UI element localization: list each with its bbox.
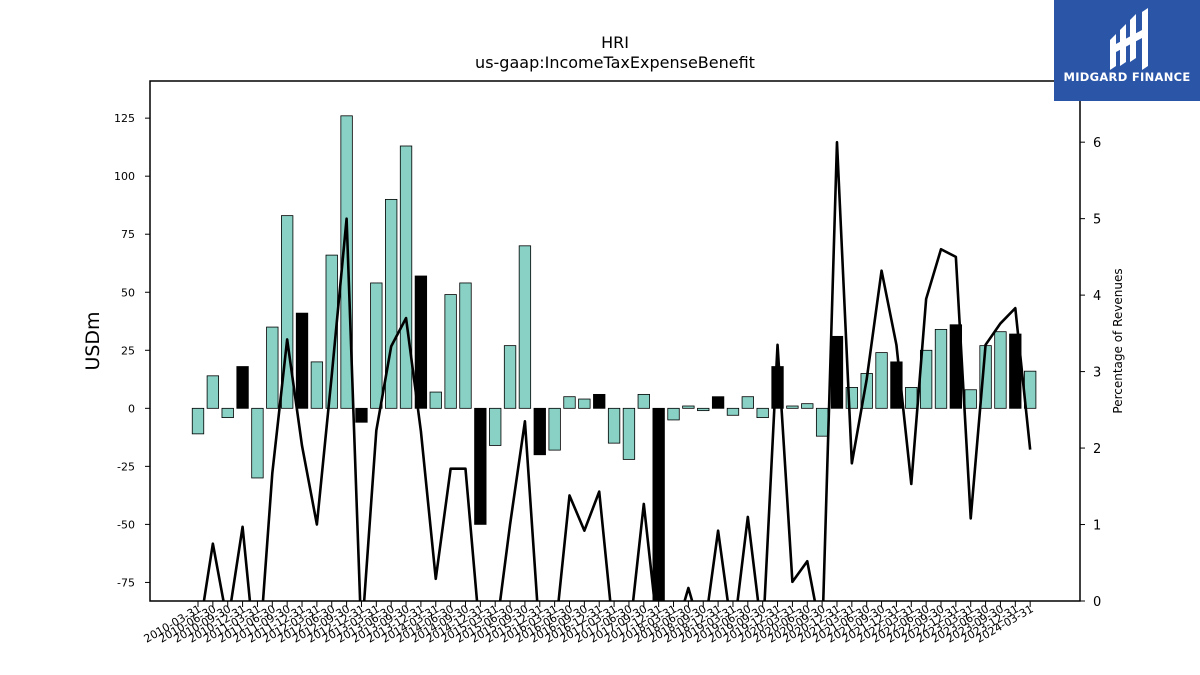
- bar-2014-03-31: [429, 391, 442, 409]
- bar-2010-09-30: [221, 407, 234, 419]
- bar-2012-09-30: [340, 115, 353, 409]
- bar-2020-06-30: [801, 403, 814, 409]
- y-tick-label: 100: [114, 170, 135, 183]
- bar-2013-12-31: [414, 275, 428, 409]
- y2-tick-label: 3: [1093, 366, 1101, 381]
- y2-tick-label: 0: [1093, 595, 1101, 610]
- y-tick-label: 0: [128, 402, 135, 415]
- bar-2021-09-30: [875, 352, 888, 409]
- y-tick-label: -25: [117, 460, 135, 473]
- logo-mark-icon: [1110, 8, 1148, 70]
- bar-2017-03-31: [607, 407, 621, 444]
- bar-2017-09-30: [637, 393, 650, 409]
- bar-2014-12-31: [474, 407, 487, 525]
- y2-axis-label: Percentage of Revenues: [1111, 268, 1125, 413]
- bar-2012-03-31: [310, 361, 324, 409]
- bar-2016-12-31: [593, 393, 606, 409]
- y2-tick-label: 4: [1093, 289, 1101, 304]
- bar-2020-09-30: [815, 407, 829, 437]
- brand-name: MIDGARD FINANCE: [1063, 70, 1191, 84]
- y-tick-label: 75: [121, 228, 135, 241]
- bar-2020-03-31: [786, 405, 799, 409]
- bar-2014-09-30: [459, 282, 472, 409]
- y-axis-label: USDm: [82, 311, 104, 370]
- chart-subtitle: us-gaap:IncomeTaxExpenseBenefit: [475, 53, 755, 72]
- bar-2010-12-31: [236, 366, 249, 409]
- bar-2022-03-31: [905, 387, 918, 409]
- bar-2016-06-30: [563, 396, 576, 409]
- bar-2018-12-31: [711, 396, 725, 409]
- y-tick-label: 125: [114, 112, 135, 125]
- bar-2011-03-31: [251, 407, 264, 479]
- bar-2019-03-31: [726, 407, 740, 416]
- bar-2023-09-30: [994, 331, 1007, 409]
- bar-2011-06-30: [266, 326, 279, 409]
- bar-2011-09-30: [281, 215, 294, 409]
- y-tick-label: 25: [121, 344, 135, 357]
- bar-2016-03-31: [548, 407, 561, 451]
- bar-2019-09-30: [756, 407, 769, 419]
- bar-2018-03-31: [667, 407, 680, 421]
- bar-2020-12-31: [830, 335, 844, 409]
- bar-2016-09-30: [578, 398, 591, 409]
- bar-2013-06-30: [385, 198, 398, 409]
- y-tick-label: -50: [117, 518, 135, 531]
- bar-2017-06-30: [622, 407, 636, 460]
- bar-2010-03-31: [191, 407, 205, 435]
- y2-tick-label: 6: [1093, 136, 1101, 151]
- bar-2010-06-30: [206, 375, 220, 409]
- bar-2023-03-31: [964, 389, 977, 409]
- y2-tick-label: 1: [1093, 519, 1101, 534]
- bar-2014-06-30: [444, 294, 457, 409]
- chart-title: HRI: [601, 33, 629, 52]
- bar-2018-09-30: [697, 407, 710, 412]
- bar-2015-06-30: [503, 345, 517, 409]
- bar-2013-03-31: [370, 282, 383, 409]
- bar-2018-06-30: [682, 405, 695, 409]
- bar-2021-03-31: [845, 387, 858, 409]
- bar-2011-12-31: [295, 312, 309, 409]
- bar-2019-06-30: [741, 396, 754, 409]
- bar-2015-09-30: [518, 245, 532, 409]
- bar-2013-09-30: [399, 145, 413, 409]
- y-tick-label: 50: [121, 286, 135, 299]
- bar-2017-12-31: [652, 407, 665, 601]
- plot-frame: [149, 80, 1081, 602]
- brand-logo: MIDGARD FINANCE: [1054, 0, 1200, 101]
- bar-2022-09-30: [934, 328, 948, 409]
- bar-2012-12-31: [355, 407, 368, 423]
- y2-tick-label: 2: [1093, 442, 1101, 457]
- bar-2015-12-31: [533, 407, 546, 456]
- percentage-line: [202, 140, 1032, 601]
- y2-tick-label: 5: [1093, 213, 1101, 228]
- bar-2021-12-31: [890, 361, 903, 409]
- bar-2012-06-30: [325, 254, 338, 409]
- bar-2015-03-31: [489, 407, 502, 446]
- y-tick-label: -75: [117, 576, 135, 589]
